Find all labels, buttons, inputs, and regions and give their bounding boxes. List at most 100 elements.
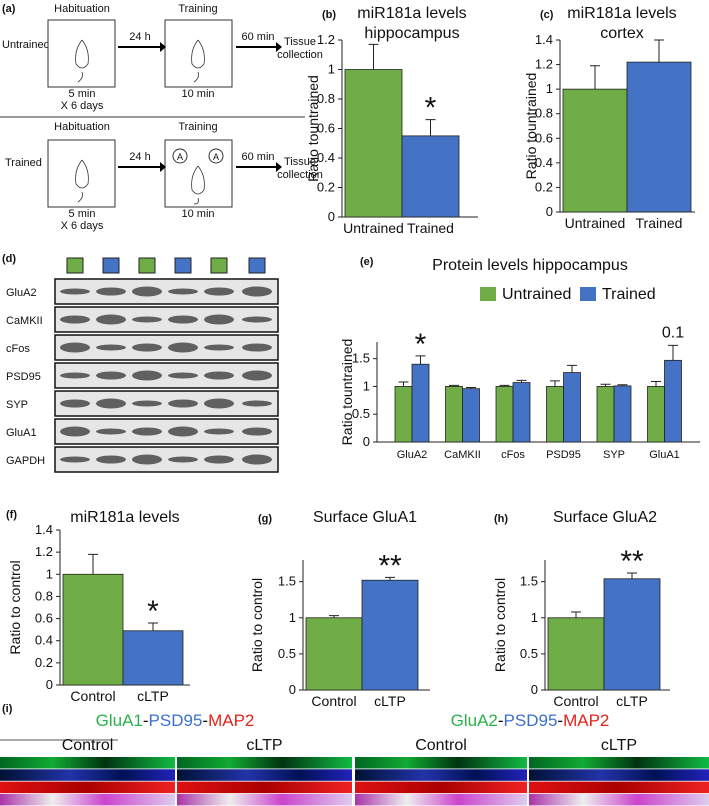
blot-band [242,400,272,407]
x-tick-label: PSD95 [546,449,581,461]
y-tick-label: 1.2 [317,32,335,47]
group-swatch [174,257,192,274]
blot-band [96,398,126,409]
panel-label: (i) [2,703,13,715]
y-tick-label: 1 [531,610,538,625]
y-tick-label: 0.5 [520,646,538,661]
chart-title: miR181a levels [357,5,466,22]
y-tick-label: 1 [328,62,335,77]
y-tick-label: 0.6 [535,130,553,145]
x-tick-label: CaMKII [444,449,481,461]
bar [411,363,430,443]
title-part: - [557,711,563,730]
panel-label: (f) [6,509,17,521]
y-tick-label: 1 [46,566,53,581]
blot-band [204,314,234,325]
panel-label: (e) [360,256,374,268]
y-tick-label: 1 [546,81,553,96]
blot-band [204,398,234,409]
arrowhead [276,42,282,52]
blot-row [54,278,279,305]
error-bar [368,43,379,70]
error-bar [425,119,436,136]
micrograph-strip [0,757,175,769]
blot-band [242,427,272,436]
duration: 5 min [69,88,96,100]
blot-band [132,316,162,323]
x-tick-label: Trained [407,220,454,236]
bar [603,578,661,691]
panel-label: (b) [322,9,336,21]
title-part: GluA2 [451,711,498,730]
blot-band [96,371,126,380]
blot-band [96,428,126,435]
protein-label: GluA1 [6,427,37,439]
mouse-icons [75,39,205,205]
bar [647,386,665,443]
error-bar [627,572,637,579]
y-tick-label: 0.6 [35,611,53,626]
blot-band [60,399,90,408]
blot-band [132,286,162,297]
x-tick-label: cLTP [616,693,648,709]
x-tick-label: Untrained [343,220,404,236]
x-tick-label: cFos [501,449,525,461]
blot-band [242,343,272,352]
annotation: * [415,328,427,361]
bar [394,386,413,443]
blot-band [132,400,162,407]
bar [563,372,581,443]
annotation: * [147,595,159,628]
blot-band [242,454,272,465]
arena [47,19,116,88]
error-bar [617,384,628,386]
end-step: collection [277,49,323,61]
protein-label: GAPDH [6,455,45,467]
title-part: PSD95 [504,711,558,730]
chart-title: cortex [600,25,644,42]
x-tick-label: Trained [636,215,683,231]
y-tick-label: 1.5 [352,351,370,366]
y-tick-label: 0 [46,677,53,692]
micrograph-strip [0,793,175,806]
bar [401,135,460,218]
y-axis-label: Ratio tountrained [523,73,539,180]
x-tick-label: SYP [603,449,625,461]
annotation: ** [620,545,644,578]
panel-label: (g) [258,513,272,525]
micrograph-strip [177,793,352,806]
error-bar [88,553,98,575]
bar [512,382,531,443]
x-tick-label: Control [311,693,356,709]
y-tick-label: 0.4 [535,155,553,170]
bar [664,359,682,443]
micrograph-strip [529,757,709,769]
blot-band [168,288,198,295]
blot-band [96,314,126,325]
legend-label: Trained [602,286,656,303]
x-tick-label: Control [553,693,598,709]
error-bar [590,65,600,90]
y-axis-label: Ratio to control [7,560,23,654]
row-label: Untrained [2,39,50,51]
blot-row [54,334,279,361]
blot-band [60,372,90,379]
arrowhead [160,42,166,52]
arena [47,139,116,208]
arrowhead [160,162,166,172]
y-tick-label: 0.5 [352,406,370,421]
wait: 60 min [241,151,274,163]
arena [164,139,233,208]
y-tick-label: 1.2 [35,544,53,559]
bar [122,630,184,686]
error-bar [329,615,339,618]
blot-band [204,428,234,435]
repeat: X 6 days [61,100,104,112]
error-bar [466,387,476,389]
chart-title: Surface GluA1 [313,509,417,526]
micrograph-strip [529,781,709,794]
blot-band [132,454,162,465]
error-bar [499,384,510,387]
legend-swatch [480,287,496,301]
